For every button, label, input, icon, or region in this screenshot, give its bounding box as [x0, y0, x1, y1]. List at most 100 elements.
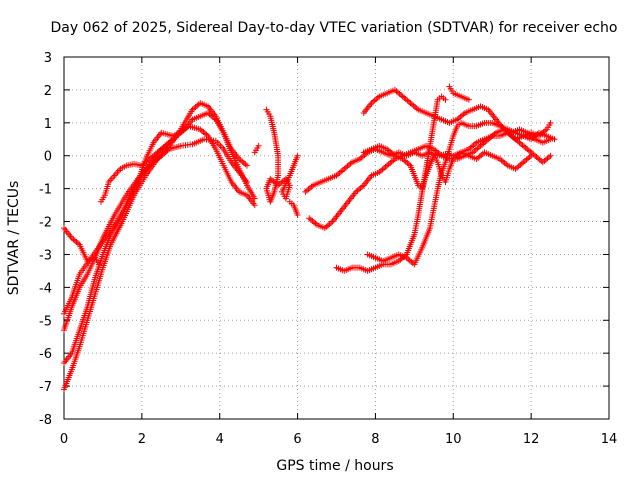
y-tick-label: 3 — [44, 51, 52, 66]
data-point — [399, 93, 406, 100]
data-point — [326, 221, 333, 228]
data-point — [342, 164, 349, 171]
data-point — [402, 96, 409, 103]
data-point — [547, 119, 554, 126]
data-point — [544, 155, 551, 162]
data-point — [518, 160, 525, 167]
data-point — [500, 158, 507, 165]
x-tick-label: 8 — [371, 432, 379, 447]
data-point — [344, 163, 351, 170]
series-track-8 — [263, 106, 301, 205]
data-point — [192, 104, 199, 111]
x-axis-ticks: 0 2 4 6 8 10 12 14 — [60, 57, 617, 447]
data-point — [528, 152, 535, 159]
series-track-9 — [286, 198, 301, 218]
data-point — [520, 159, 527, 166]
y-tick-label: -6 — [39, 347, 52, 362]
x-tick-label: 4 — [216, 432, 224, 447]
x-tick-label: 10 — [445, 432, 462, 447]
plot-frame — [63, 56, 610, 420]
data-point — [546, 154, 553, 161]
series-track-15 — [360, 142, 535, 192]
data-point — [405, 98, 412, 105]
x-axis-label: GPS time / hours — [276, 458, 393, 474]
data-point — [401, 94, 408, 101]
data-point — [393, 88, 400, 95]
grid-lines — [64, 57, 609, 419]
data-point — [70, 236, 77, 243]
data-point — [519, 142, 526, 149]
data-point — [522, 144, 529, 151]
data-point — [191, 105, 198, 112]
data-point — [339, 167, 346, 174]
data-point — [243, 162, 250, 169]
series-track-12 — [333, 93, 449, 274]
data-point — [517, 161, 524, 168]
data-point — [388, 158, 395, 165]
data-point — [357, 184, 364, 191]
data-series — [61, 83, 558, 393]
y-tick-label: 2 — [44, 84, 52, 99]
data-point — [309, 217, 316, 224]
x-tick-label: 12 — [523, 432, 540, 447]
data-point — [387, 159, 394, 166]
data-point — [542, 156, 549, 163]
y-tick-label: -3 — [39, 248, 52, 263]
series-track-16 — [446, 83, 472, 103]
data-point — [354, 187, 361, 194]
data-point — [409, 101, 416, 108]
data-point — [371, 97, 378, 104]
data-point — [410, 102, 417, 109]
data-point — [404, 97, 411, 104]
chart-title: Day 062 of 2025, Sidereal Day-to-day VTE… — [51, 20, 618, 36]
data-point — [373, 96, 380, 103]
data-point — [294, 211, 301, 218]
data-point — [307, 184, 314, 191]
data-point — [170, 136, 176, 143]
y-tick-label: -1 — [39, 183, 52, 198]
data-point — [384, 162, 391, 169]
data-point — [404, 159, 411, 166]
data-point — [201, 130, 208, 137]
data-point — [539, 159, 546, 166]
data-point — [336, 169, 343, 176]
data-point — [361, 152, 368, 159]
data-point — [200, 129, 207, 136]
data-point — [240, 159, 247, 166]
data-point — [525, 155, 532, 162]
x-tick-label: 2 — [138, 432, 146, 447]
data-point — [407, 100, 414, 107]
data-point — [382, 163, 389, 170]
data-point — [306, 215, 313, 222]
y-tick-label: 1 — [44, 117, 52, 132]
data-point — [518, 140, 525, 147]
y-tick-label: 0 — [44, 150, 52, 165]
x-tick-label: 14 — [601, 432, 618, 447]
data-point — [323, 223, 330, 230]
x-tick-label: 0 — [60, 432, 68, 447]
data-point — [541, 157, 548, 164]
y-tick-label: -7 — [39, 380, 52, 395]
data-point — [242, 161, 249, 168]
y-tick-label: -2 — [39, 216, 52, 231]
data-point — [465, 96, 472, 103]
data-point — [406, 257, 413, 264]
data-point — [536, 156, 543, 163]
data-point — [514, 164, 521, 171]
data-point — [547, 152, 554, 159]
data-point — [239, 158, 246, 165]
data-point — [73, 238, 80, 245]
data-point — [71, 237, 78, 244]
data-point — [328, 219, 335, 226]
data-point — [345, 161, 352, 168]
data-point — [479, 141, 486, 148]
series-track-13 — [364, 119, 558, 268]
data-point — [338, 168, 345, 175]
series-track-14 — [360, 86, 554, 146]
data-point — [396, 90, 403, 97]
data-point — [398, 92, 405, 99]
data-point — [523, 156, 530, 163]
data-point — [402, 158, 409, 165]
data-point — [533, 154, 540, 161]
data-point — [310, 219, 317, 226]
